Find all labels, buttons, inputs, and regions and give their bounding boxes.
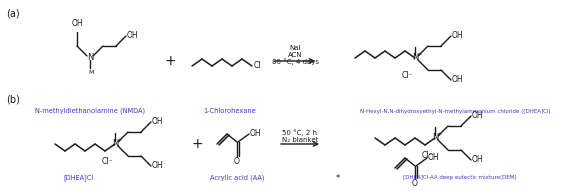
Text: N: N xyxy=(112,139,118,148)
Text: Cl⁻: Cl⁻ xyxy=(101,158,113,167)
Text: N: N xyxy=(87,53,93,62)
Text: NaI: NaI xyxy=(289,45,301,51)
Text: OH: OH xyxy=(126,31,138,40)
Text: Acrylic acid (AA): Acrylic acid (AA) xyxy=(210,175,264,181)
Text: 80 °C, 4 days: 80 °C, 4 days xyxy=(271,59,318,65)
Text: [DHEA]Cl-AA deep eutectic mixture(DEM): [DHEA]Cl-AA deep eutectic mixture(DEM) xyxy=(403,176,517,180)
Text: 1-Chlorohexane: 1-Chlorohexane xyxy=(204,108,257,114)
Text: Cl: Cl xyxy=(253,61,261,70)
Text: *: * xyxy=(336,173,340,182)
Text: +: + xyxy=(116,138,122,143)
Text: O: O xyxy=(234,158,240,167)
Text: Cl⁻: Cl⁻ xyxy=(421,151,433,160)
Text: OH: OH xyxy=(151,117,163,126)
Text: N-Hexyl-N,N-dihydroxyethyl-N-methylammonium chloride ([DHEA]Cl): N-Hexyl-N,N-dihydroxyethyl-N-methylammon… xyxy=(360,108,550,113)
Text: +: + xyxy=(164,54,176,68)
Text: (b): (b) xyxy=(6,95,20,105)
Text: M: M xyxy=(88,70,94,74)
Text: OH: OH xyxy=(471,112,483,121)
Text: +: + xyxy=(416,53,421,57)
Text: N-methyldiethanolamine (NMDA): N-methyldiethanolamine (NMDA) xyxy=(35,108,145,114)
Text: [DHEA]Cl: [DHEA]Cl xyxy=(63,175,93,181)
Text: OH: OH xyxy=(451,32,463,40)
Text: OH: OH xyxy=(451,75,463,84)
Text: ACN: ACN xyxy=(288,52,302,58)
Text: OH: OH xyxy=(427,152,439,162)
Text: N₂ blanket: N₂ blanket xyxy=(282,137,318,143)
Text: (a): (a) xyxy=(6,9,20,19)
Text: N: N xyxy=(412,53,418,62)
Text: OH: OH xyxy=(249,129,261,138)
Text: N: N xyxy=(432,134,438,142)
Text: O: O xyxy=(412,180,418,189)
Text: +: + xyxy=(191,137,203,151)
Text: OH: OH xyxy=(471,155,483,164)
Text: OH: OH xyxy=(151,162,163,171)
Text: +: + xyxy=(436,133,442,138)
Text: OH: OH xyxy=(71,19,83,28)
Text: Cl⁻: Cl⁻ xyxy=(401,71,413,80)
Text: 50 °C, 2 h: 50 °C, 2 h xyxy=(282,130,318,136)
